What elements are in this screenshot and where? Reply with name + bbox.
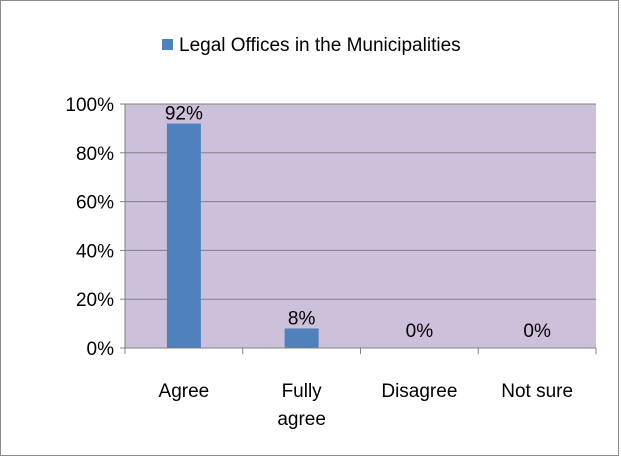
data-label: 92% <box>165 104 203 125</box>
legend-label: Legal Offices in the Municipalities <box>179 35 461 56</box>
x-tick-label: Disagree <box>381 381 457 402</box>
axes <box>120 103 597 354</box>
data-labels: 92% 8% 0% 0% <box>165 104 551 342</box>
x-tick-label: Not sure <box>501 381 573 402</box>
data-label: 8% <box>288 308 316 329</box>
y-tick-label: 40% <box>76 241 114 262</box>
x-tick-label: agree <box>277 409 326 430</box>
bar <box>166 123 201 349</box>
bar <box>284 328 319 348</box>
x-tick-labels: Agree Fully agree Disagree Not sure <box>159 381 574 430</box>
x-tick-label: Fully <box>282 381 323 402</box>
y-tick-label: 60% <box>76 193 114 214</box>
bars <box>166 123 319 349</box>
y-tick-label: 0% <box>87 339 115 360</box>
x-tick-label: Agree <box>159 381 210 402</box>
y-tick-labels: 0% 20% 40% 60% 80% 100% <box>65 95 114 360</box>
legend: Legal Offices in the Municipalities <box>162 35 461 56</box>
y-tick-label: 100% <box>65 95 114 116</box>
gridlines <box>125 103 596 300</box>
plot-area <box>125 104 596 348</box>
legend-swatch <box>162 39 173 50</box>
data-label: 0% <box>406 321 434 342</box>
y-tick-label: 20% <box>76 290 114 311</box>
y-tick-label: 80% <box>76 144 114 165</box>
data-label: 0% <box>523 321 551 342</box>
